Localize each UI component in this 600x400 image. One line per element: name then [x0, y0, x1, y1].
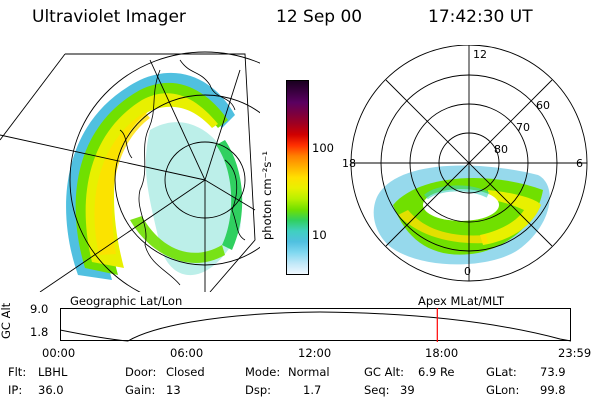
mlat-label-60: 60	[536, 99, 550, 112]
mlt-label-6: 6	[576, 157, 583, 170]
time-tick-0600: 06:00	[170, 346, 204, 360]
colorbar-tick-100: 100	[312, 141, 334, 155]
mode-label: Mode:	[245, 365, 281, 379]
filter-value: LBHL	[38, 365, 68, 379]
mlat-label-70: 70	[516, 121, 530, 134]
time-label: 17:42:30 UT	[428, 7, 533, 27]
mlat-label-80: 80	[494, 143, 508, 156]
instrument-title: Ultraviolet Imager	[32, 7, 186, 27]
colorbar-tick-10: 10	[312, 228, 327, 242]
seq-value: 39	[400, 383, 415, 397]
ip-value: 36.0	[38, 383, 64, 397]
door-label: Door:	[125, 365, 157, 379]
date-label: 12 Sep 00	[276, 7, 363, 27]
colorbar-unit-label: photon cm⁻²s⁻¹	[260, 151, 274, 240]
altitude-axis-label: GC Alt	[0, 302, 13, 339]
dsp-label: Dsp:	[245, 383, 272, 397]
glon-value: 99.8	[540, 383, 566, 397]
time-tick-1200: 12:00	[298, 346, 332, 360]
mode-value: Normal	[288, 365, 330, 379]
geographic-auroral-image	[0, 51, 260, 292]
orbit-altitude-plot	[60, 308, 572, 342]
gain-value: 13	[166, 383, 181, 397]
dsp-value: 1.7	[303, 383, 322, 397]
geographic-label: Geographic Lat/Lon	[70, 294, 183, 308]
color-scale-bar	[286, 80, 309, 275]
door-value: Closed	[166, 365, 205, 379]
time-tick-0000: 00:00	[42, 346, 76, 360]
mlt-label-18: 18	[342, 157, 356, 170]
time-tick-2359: 23:59	[558, 346, 592, 360]
altitude-tick-high: 9.0	[30, 302, 49, 316]
glon-label: GLon:	[486, 383, 520, 397]
gain-label: Gain:	[125, 383, 156, 397]
polar-mlat-mlt-plot: 12 18 6 0 60 70 80	[342, 45, 588, 282]
gc-altitude-label: GC Alt:	[364, 365, 405, 379]
mlt-label-0: 0	[464, 265, 471, 278]
seq-label: Seq:	[364, 383, 390, 397]
time-tick-1800: 18:00	[425, 346, 459, 360]
mlt-label-12: 12	[473, 48, 487, 61]
glat-value: 73.9	[540, 365, 566, 379]
glat-label: GLat:	[486, 365, 517, 379]
ip-label: IP:	[8, 383, 23, 397]
altitude-tick-low: 1.8	[30, 325, 49, 339]
apex-label: Apex MLat/MLT	[418, 294, 505, 308]
gc-altitude-value: 6.9 Re	[418, 365, 455, 379]
filter-label: Flt:	[8, 365, 27, 379]
